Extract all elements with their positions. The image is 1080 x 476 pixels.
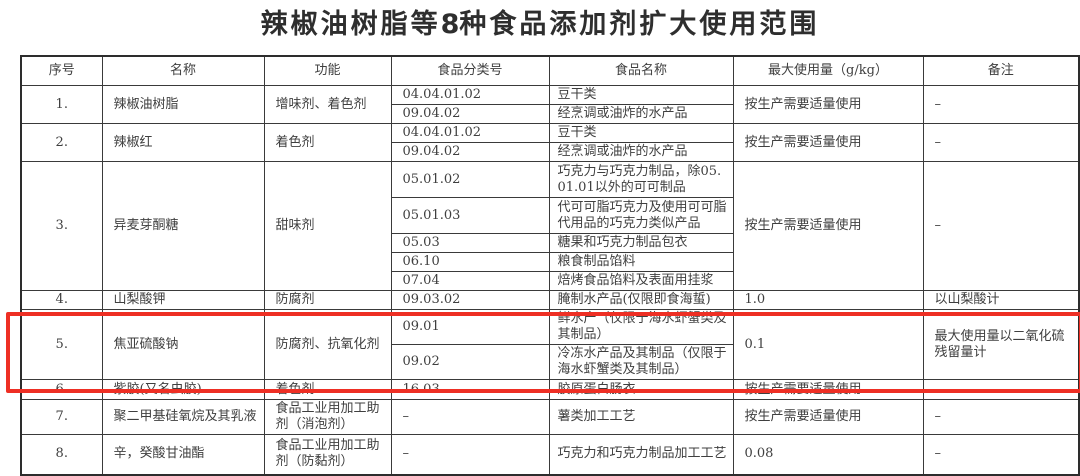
remark-cell: – xyxy=(922,161,1080,291)
header-function: 功能 xyxy=(263,55,392,86)
name-cell: 辛，癸酸甘油酯 xyxy=(101,434,265,475)
category-code-cell: 09.04.02 xyxy=(390,104,550,124)
table-subrow: 06.10 粮食制品馅料 xyxy=(21,252,1079,272)
table-subrow: 05.01.03 代可可脂巧克力及使用可可脂代用品的巧克力类似产品 xyxy=(21,197,1079,234)
food-name-cell: 粮食制品馅料 xyxy=(548,252,734,272)
function-cell: 食品工业用加工助剂（防黏剂） xyxy=(263,434,392,475)
table-row: 2. 辣椒红 着色剂 04.04.01.02 豆干类 按生产需要适量使用 – xyxy=(20,123,1080,162)
category-code-cell: – xyxy=(390,399,550,435)
function-cell: 着色剂 xyxy=(263,379,392,400)
food-name-cell: 冷冻水产品及其制品（仅限于海水虾蟹类及其制品） xyxy=(548,344,734,380)
row-number-cell: 5. xyxy=(20,309,103,380)
table-subrow: 07.04 焙烤食品馅料及表面用挂浆 xyxy=(21,271,1079,291)
category-code-cell: 09.01 xyxy=(390,309,550,345)
name-cell: 紫胶(又名虫胶) xyxy=(101,379,265,400)
food-name-cell: 经烹调或油炸的水产品 xyxy=(548,104,734,124)
table-subrow-highlighted: 09.02 冷冻水产品及其制品（仅限于海水虾蟹类及其制品） xyxy=(21,344,1079,380)
name-cell: 山梨酸钾 xyxy=(101,290,265,310)
category-code-cell: 07.04 xyxy=(390,271,550,291)
food-name-cell: 巧克力和巧克力制品加工工艺 xyxy=(548,434,734,475)
title-text-prefix: 辣椒油树脂等 xyxy=(260,9,441,40)
category-code-cell: 05.03 xyxy=(390,233,550,253)
name-cell: 聚二甲基硅氧烷及其乳液 xyxy=(101,399,265,435)
food-name-cell: 薯类加工工艺 xyxy=(548,399,734,435)
max-usage-cell: 0.08 xyxy=(732,434,924,475)
header-food-name: 食品名称 xyxy=(548,55,734,86)
category-code-cell: – xyxy=(390,434,550,475)
category-code-cell: 16.03 xyxy=(390,379,550,400)
remark-cell: – xyxy=(922,379,1080,400)
additives-table: 序号 名称 功能 食品分类号 食品名称 最大使用量（g/kg） 备注 1. 辣椒… xyxy=(20,55,1080,476)
category-code-cell: 05.01.02 xyxy=(390,161,550,198)
food-name-cell: 鲜水产（仅限于海水虾蟹类及其制品） xyxy=(548,309,734,345)
header-no: 序号 xyxy=(20,55,103,86)
category-code-cell: 09.02 xyxy=(390,344,550,380)
title-text-suffix: 种食品添加剂扩大使用范围 xyxy=(459,9,820,40)
row-number-cell: 4. xyxy=(20,290,103,310)
header-name: 名称 xyxy=(101,55,265,86)
table-row: 8. 辛，癸酸甘油酯 食品工业用加工助剂（防黏剂） – 巧克力和巧克力制品加工工… xyxy=(20,434,1080,475)
food-name-cell: 经烹调或油炸的水产品 xyxy=(548,142,734,162)
header-category-code: 食品分类号 xyxy=(390,55,550,86)
category-code-cell: 05.01.03 xyxy=(390,197,550,234)
table-header-row: 序号 名称 功能 食品分类号 食品名称 最大使用量（g/kg） 备注 xyxy=(20,55,1080,86)
max-usage-cell: 按生产需要适量使用 xyxy=(732,379,924,400)
category-code-cell: 09.04.02 xyxy=(390,142,550,162)
food-name-cell: 豆干类 xyxy=(548,123,734,143)
remark-cell: 最大使用量以二氧化硫残留量计 xyxy=(922,309,1080,380)
row-number-cell: 1. xyxy=(20,85,103,124)
row-number-cell: 3. xyxy=(20,161,103,291)
function-cell: 着色剂 xyxy=(263,123,392,162)
remark-cell: – xyxy=(922,434,1080,475)
max-usage-cell: 按生产需要适量使用 xyxy=(732,399,924,435)
remark-cell: – xyxy=(922,399,1080,435)
function-cell: 防腐剂、抗氧化剂 xyxy=(263,309,392,380)
table-row: 7. 聚二甲基硅氧烷及其乳液 食品工业用加工助剂（消泡剂） – 薯类加工工艺 按… xyxy=(20,399,1080,435)
row-number-cell: 2. xyxy=(20,123,103,162)
category-code-cell: 04.04.01.02 xyxy=(390,123,550,143)
remark-cell: – xyxy=(922,123,1080,162)
header-max-usage: 最大使用量（g/kg） xyxy=(732,55,924,86)
page-title: 辣椒油树脂等8种食品添加剂扩大使用范围 xyxy=(0,8,1080,42)
function-cell: 增味剂、着色剂 xyxy=(263,85,392,124)
max-usage-cell: 按生产需要适量使用 xyxy=(732,161,924,291)
function-cell: 甜味剂 xyxy=(263,161,392,291)
name-cell: 异麦芽酮糖 xyxy=(101,161,265,291)
table-row: 4. 山梨酸钾 防腐剂 09.03.02 腌制水产品(仅限即食海蜇) 1.0 以… xyxy=(20,290,1080,310)
max-usage-cell: 按生产需要适量使用 xyxy=(732,123,924,162)
food-name-cell: 代可可脂巧克力及使用可可脂代用品的巧克力类似产品 xyxy=(548,197,734,234)
food-name-cell: 胶原蛋白肠衣 xyxy=(548,379,734,400)
table-row-highlighted: 5. 焦亚硫酸钠 防腐剂、抗氧化剂 09.01 鲜水产（仅限于海水虾蟹类及其制品… xyxy=(20,309,1080,380)
header-remark: 备注 xyxy=(922,55,1080,86)
row-number-cell: 7. xyxy=(20,399,103,435)
table-row: 6. 紫胶(又名虫胶) 着色剂 16.03 胶原蛋白肠衣 按生产需要适量使用 – xyxy=(20,379,1080,400)
name-cell: 焦亚硫酸钠 xyxy=(101,309,265,380)
max-usage-cell: 1.0 xyxy=(732,290,924,310)
category-code-cell: 06.10 xyxy=(390,252,550,272)
max-usage-cell: 0.1 xyxy=(732,309,924,380)
row-number-cell: 6. xyxy=(20,379,103,400)
food-name-cell: 巧克力与巧克力制品，除05.01.01以外的可可制品 xyxy=(548,161,734,198)
function-cell: 防腐剂 xyxy=(263,290,392,310)
remark-cell: 以山梨酸计 xyxy=(922,290,1080,310)
name-cell: 辣椒油树脂 xyxy=(101,85,265,124)
name-cell: 辣椒红 xyxy=(101,123,265,162)
category-code-cell: 09.03.02 xyxy=(390,290,550,310)
title-number: 8 xyxy=(440,9,460,40)
table-row: 1. 辣椒油树脂 增味剂、着色剂 04.04.01.02 豆干类 按生产需要适量… xyxy=(20,85,1080,124)
row-number-cell: 8. xyxy=(20,434,103,475)
remark-cell: – xyxy=(922,85,1080,124)
table-row: 3. 异麦芽酮糖 甜味剂 05.01.02 巧克力与巧克力制品，除05.01.0… xyxy=(20,161,1080,291)
food-name-cell: 腌制水产品(仅限即食海蜇) xyxy=(548,290,734,310)
function-cell: 食品工业用加工助剂（消泡剂） xyxy=(263,399,392,435)
max-usage-cell: 按生产需要适量使用 xyxy=(732,85,924,124)
category-code-cell: 04.04.01.02 xyxy=(390,85,550,105)
food-name-cell: 糖果和巧克力制品包衣 xyxy=(548,233,734,253)
food-name-cell: 焙烤食品馅料及表面用挂浆 xyxy=(548,271,734,291)
food-name-cell: 豆干类 xyxy=(548,85,734,105)
